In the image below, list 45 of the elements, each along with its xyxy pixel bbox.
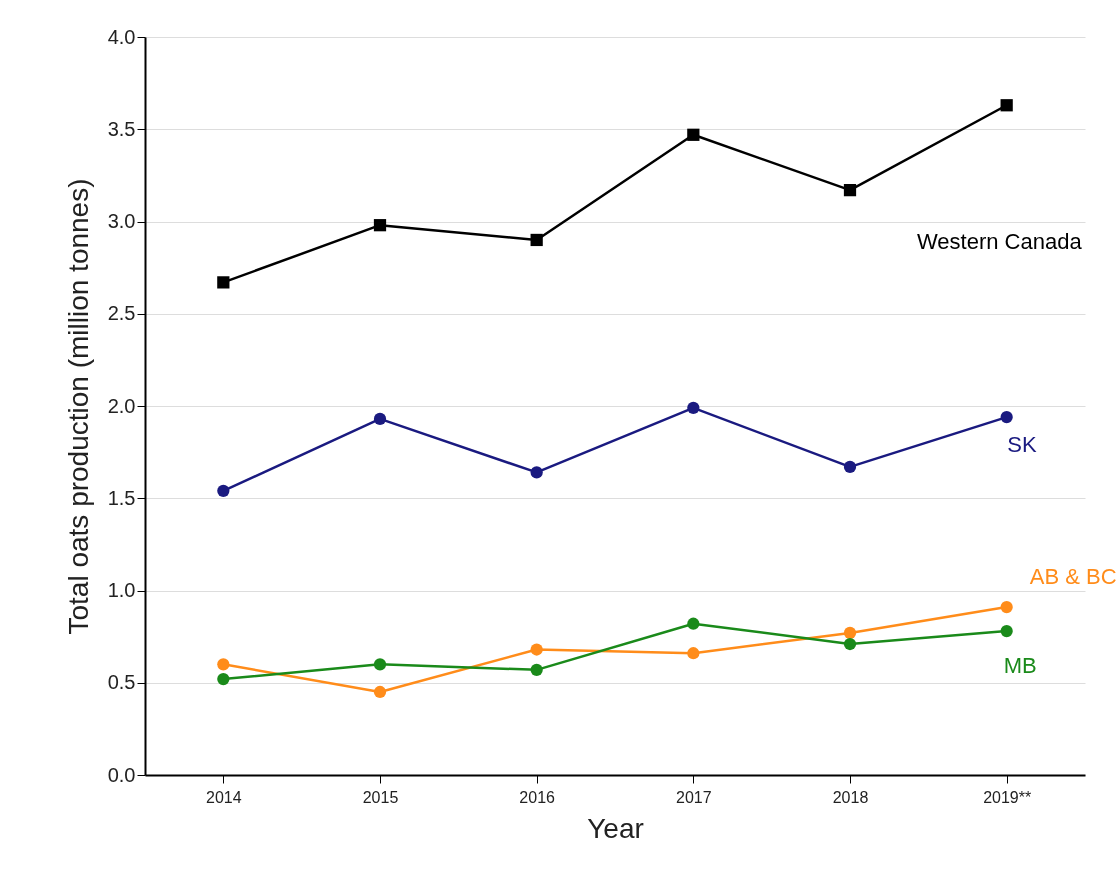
point [1000, 600, 1013, 614]
x-tick-label: 2018 [832, 788, 869, 806]
point [530, 663, 543, 676]
point [843, 626, 857, 640]
point [530, 233, 543, 247]
x-tick-label: 2015 [362, 788, 399, 806]
x-tick-label: 2017 [676, 788, 712, 806]
y-tick-label: 0.5 [107, 671, 136, 694]
y-tick-label: 2.5 [107, 302, 136, 325]
series-label: AB & BC [1029, 564, 1116, 590]
point [217, 658, 230, 671]
point [843, 637, 857, 651]
x-tick-label: 2019** [983, 788, 1032, 806]
point [687, 617, 700, 630]
y-axis-title: Total oats production (million tonnes) [62, 178, 94, 635]
series-label: MB [1003, 653, 1037, 679]
point [1000, 99, 1013, 112]
y-tick-label: 3.5 [107, 117, 136, 140]
point [843, 460, 857, 473]
point [373, 658, 387, 671]
point [217, 672, 230, 686]
point [217, 484, 230, 497]
y-tick-label: 2.0 [107, 394, 136, 417]
point [687, 128, 700, 141]
point [687, 647, 700, 660]
point [373, 219, 387, 232]
x-axis-title: Year [587, 812, 644, 844]
y-tick-label: 4.0 [107, 25, 136, 48]
y-tick-label: 1.5 [107, 486, 136, 509]
x-tick-label: 2014 [206, 788, 242, 806]
text: Western Canada [916, 229, 1083, 255]
point [530, 643, 543, 656]
point [373, 412, 387, 426]
point [217, 276, 230, 289]
x-tick-label: 2016 [519, 788, 556, 806]
point [373, 685, 387, 699]
point [687, 401, 700, 414]
y-tick-label: 3.0 [107, 210, 136, 232]
point [1000, 624, 1013, 638]
point [1000, 410, 1013, 424]
series-label: SK [1007, 432, 1037, 458]
y-tick-label: 0.0 [107, 763, 136, 786]
y-tick-label: 1.0 [107, 579, 136, 601]
point [530, 466, 543, 479]
point [843, 184, 857, 197]
